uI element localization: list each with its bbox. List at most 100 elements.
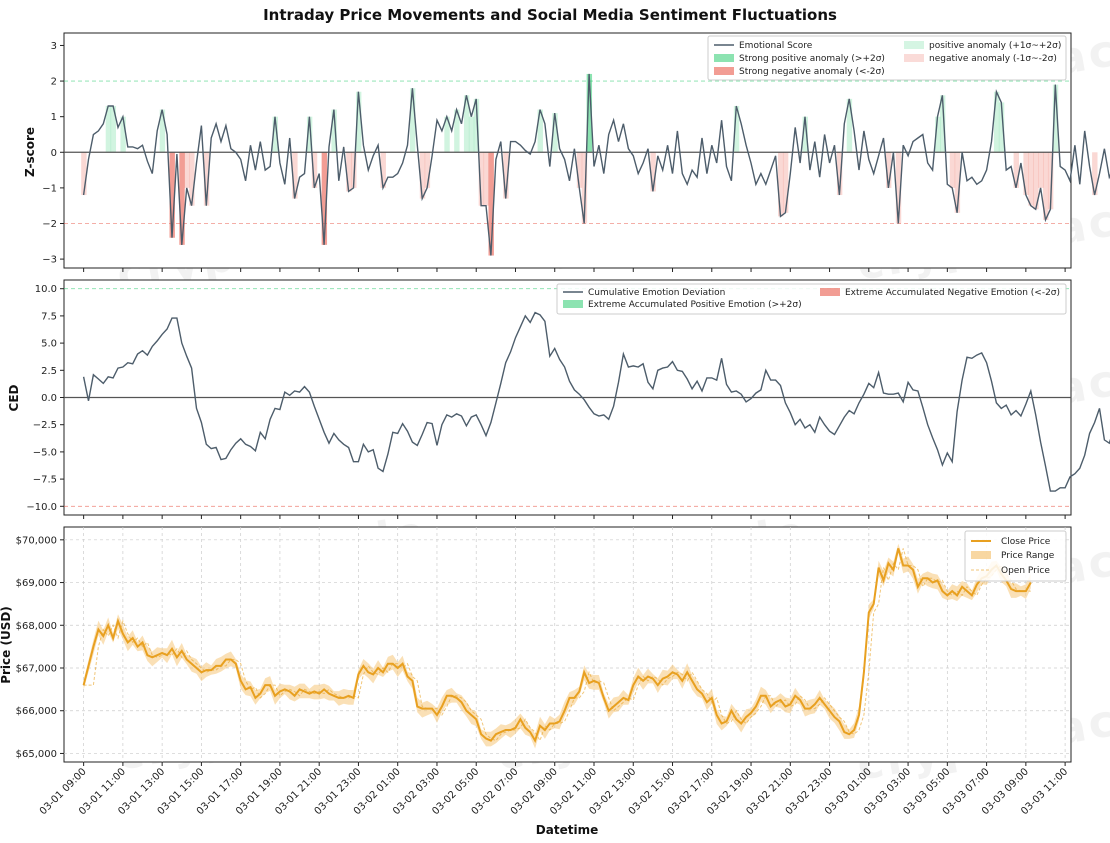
negative-anomaly-fill [782,152,789,213]
y-tick-label: $68,000 [16,621,57,632]
positive-anomaly-fill [454,109,460,153]
zscore-legend: Emotional Score Strong positive anomaly … [707,35,1067,81]
positive-anomaly-fill [444,116,450,153]
positive-anomaly-fill [1052,84,1059,153]
negative-anomaly-fill [419,152,426,199]
y-tick-label: −3 [42,255,57,266]
y-tick-label: 2.5 [41,366,57,377]
negative-anomaly-fill [895,152,902,224]
positive-anomaly-fill [468,116,475,153]
legend-strong-pos: Strong positive anomaly (>+2σ) [739,54,885,64]
negative-anomaly-fill [169,152,175,238]
positive-anomaly-fill [463,95,470,153]
negative-anomaly-fill [1043,152,1049,220]
positive-anomaly-fill [306,116,313,153]
y-tick-label: $66,000 [16,706,57,717]
y-tick-label: 7.5 [41,311,57,322]
positive-anomaly-fill [473,98,480,153]
negative-anomaly-fill [346,152,352,192]
negative-anomaly-fill [1047,152,1054,210]
positive-anomaly-fill [272,116,278,153]
close-price-line [82,548,1032,744]
negative-anomaly-fill [1023,152,1029,196]
y-tick-label: −5.0 [33,447,57,458]
legend-strong-neg: Strong negative anomaly (<-2σ) [739,67,885,77]
legend-ced-neg: Extreme Accumulated Negative Emotion (<-… [845,288,1060,298]
legend-close: Close Price [1001,537,1051,547]
y-tick-label: 1 [51,112,57,123]
negative-anomaly-fill [1092,152,1098,196]
y-tick-label: 2 [51,77,57,88]
negative-anomaly-fill [380,152,386,188]
emotional-score-line [82,73,1110,256]
positive-anomaly-fill [586,73,593,153]
negative-anomaly-fill [488,152,494,256]
zscore-legend-box [707,35,1067,81]
legend-ced-pos-swatch [563,300,583,308]
negative-anomaly-fill [949,152,956,188]
y-tick-label: $69,000 [16,578,57,589]
negative-anomaly-fill [81,152,87,196]
y-tick-label: $67,000 [16,664,57,675]
negative-anomaly-fill [836,152,843,196]
legend-range: Price Range [1001,551,1055,561]
negative-anomaly-fill [576,152,583,188]
chart-title: Intraday Price Movements and Social Medi… [263,6,837,24]
y-tick-label: 3 [51,41,57,52]
positive-anomaly-fill [998,102,1005,153]
y-tick-label: $65,000 [16,749,57,760]
legend-pos: positive anomaly (+1σ~+2σ) [929,41,1061,51]
negative-anomaly-fill [424,152,431,188]
negative-anomaly-fill [311,152,318,188]
positive-anomaly-fill [846,98,853,153]
y-tick-label: −2 [42,219,57,230]
legend-neg: negative anomaly (-1σ~-2σ) [929,54,1057,64]
zscore-ylabel: Z-score [23,127,37,177]
y-tick-label: 10.0 [35,284,57,295]
positive-anomaly-fill [733,105,740,153]
y-tick-label: 0.0 [41,393,57,404]
positive-anomaly-fill [935,116,941,153]
negative-anomaly-fill [189,152,195,206]
positive-anomaly-fill [105,105,112,153]
negative-anomaly-fill [184,152,190,188]
negative-anomaly-fill [1033,152,1039,210]
negative-anomaly-fill [179,152,185,245]
legend-open: Open Price [1001,566,1050,576]
positive-anomaly-fill [552,113,558,153]
price-ylabel: Price (USD) [0,606,13,684]
positive-anomaly-fill [802,116,808,153]
negative-anomaly-fill [503,152,509,199]
price-legend: Close Price Price Range Open Price [964,530,1067,582]
ced-legend: Cumulative Emotion Deviation Extreme Acc… [556,283,1067,315]
legend-ced-neg-swatch [820,288,840,296]
legend-neg-swatch [904,54,924,62]
negative-anomaly-fill [1038,152,1044,188]
y-tick-label: −2.5 [33,420,57,431]
negative-anomaly-fill [778,152,784,217]
negative-anomaly-fill [885,152,892,188]
positive-anomaly-fill [993,91,1000,153]
y-tick-label: 5.0 [41,339,57,350]
legend-ced: Cumulative Emotion Deviation [588,288,725,298]
negative-anomaly-fill [581,152,588,224]
negative-anomaly-fill [292,152,298,199]
negative-anomaly-fill [1028,152,1034,206]
positive-anomaly-fill [355,91,362,153]
y-tick-label: $70,000 [16,535,57,546]
negative-anomaly-fill [954,152,961,213]
positive-anomaly-fill [537,109,543,153]
legend-range-swatch [971,551,991,559]
zscore-panel: −3 −2 −1 0 1 2 3 Z-score Emotional Score Stron… [23,32,1110,272]
positive-anomaly-fill [120,116,126,153]
positive-anomaly-fill [159,109,166,153]
price-legend-box [964,530,1067,582]
legend-ced-pos: Extreme Accumulated Positive Emotion (>+… [588,300,802,310]
ced-ylabel: CED [7,384,21,411]
y-tick-label: −1 [42,183,57,194]
ced-line [82,311,1110,492]
ced-panel: −10.0 −7.5 −5.0 −2.5 0.0 2.5 5.0 7.5 10.0 CED Cu… [7,279,1110,519]
x-axis-label: Datetime [536,823,598,837]
